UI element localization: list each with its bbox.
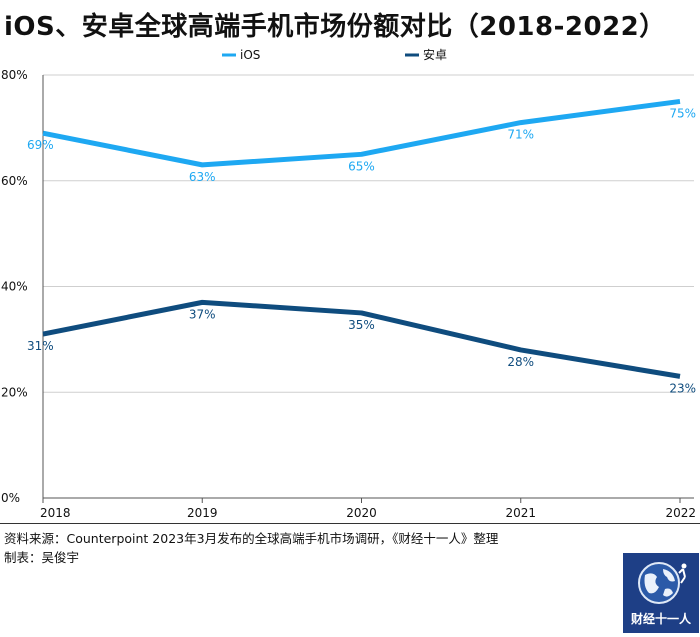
data-label: 65% xyxy=(348,159,375,173)
publisher-logo: 财经十一人 xyxy=(623,553,699,633)
data-label: 69% xyxy=(27,138,54,152)
series-line-1 xyxy=(43,302,680,376)
data-label: 28% xyxy=(507,355,534,369)
data-label: 35% xyxy=(348,318,375,332)
y-tick-label: 20% xyxy=(1,385,28,399)
y-tick-label: 60% xyxy=(1,174,28,188)
x-tick-label: 2018 xyxy=(40,506,71,520)
data-label: 37% xyxy=(189,307,216,321)
y-tick-label: 80% xyxy=(1,68,28,82)
line-chart: 0% 20% 40% 60% 80% 2018 2019 2020 2021 2022 iOS 安… xyxy=(0,0,700,520)
data-label: 23% xyxy=(669,381,696,395)
logo-text: 财经十一人 xyxy=(623,610,699,627)
x-tick-label: 2020 xyxy=(346,506,377,520)
y-tick-label: 40% xyxy=(1,280,28,294)
legend-label-1: 安卓 xyxy=(423,47,447,62)
y-tick-label: 0% xyxy=(1,491,20,505)
footer-divider xyxy=(0,523,700,524)
data-label: 63% xyxy=(189,170,216,184)
x-tick-label: 2019 xyxy=(187,506,218,520)
series-line-0 xyxy=(43,101,680,164)
x-tick-label: 2022 xyxy=(665,506,696,520)
x-tick-label: 2021 xyxy=(505,506,536,520)
maker-note: 制表：吴俊宇 xyxy=(4,547,79,566)
source-note: 资料来源：Counterpoint 2023年3月发布的全球高端手机市场调研，《… xyxy=(4,528,498,547)
data-label: 75% xyxy=(669,106,696,120)
data-label: 71% xyxy=(507,128,534,142)
data-label: 31% xyxy=(27,339,54,353)
legend-label-0: iOS xyxy=(240,48,260,62)
